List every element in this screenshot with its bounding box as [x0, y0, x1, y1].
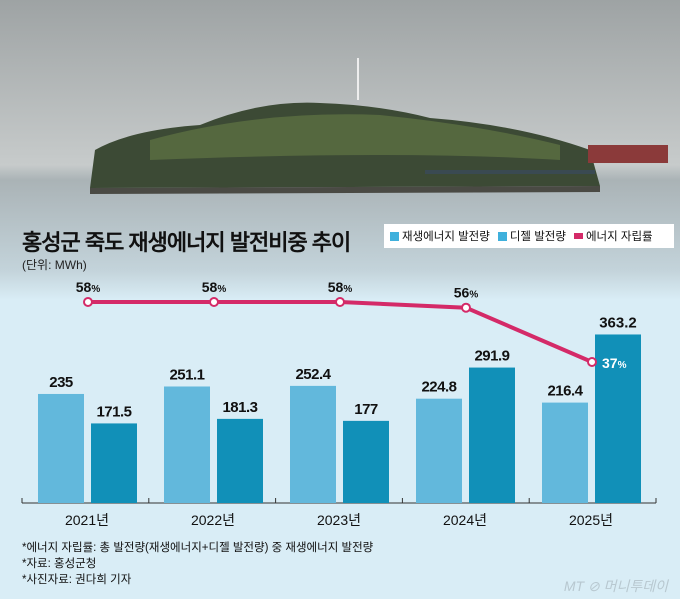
line-self-sufficiency [88, 300, 593, 364]
bar-renewable [164, 386, 210, 503]
x-tick-label: 2025년 [569, 512, 613, 528]
island-photo [0, 0, 680, 300]
data-label: 251.1 [169, 366, 204, 383]
data-label: 252.4 [295, 366, 331, 383]
data-label: 291.9 [474, 348, 509, 365]
percent-unit: % [618, 360, 627, 371]
legend: 재생에너지 발전량 디젤 발전량 에너지 자립률 [384, 224, 674, 248]
percent-unit: % [469, 290, 478, 301]
bar-renewable [290, 385, 336, 503]
footnote: *자료: 홍성군청 [22, 558, 97, 570]
unit-label: (단위: MWh) [22, 258, 87, 272]
line-point [209, 297, 219, 307]
data-label: 224.8 [421, 379, 456, 396]
x-tick-label: 2021년 [65, 512, 109, 528]
footnote: *사진자료: 권다희 기자 [22, 574, 132, 586]
line-point [335, 297, 345, 307]
line-label: 58% [76, 279, 101, 295]
data-label: 177 [354, 401, 378, 418]
bar-diesel [217, 418, 263, 503]
bar-diesel [595, 334, 641, 503]
x-tick-label: 2022년 [191, 512, 235, 528]
legend-item-renewable: 재생에너지 발전량 [390, 228, 490, 244]
data-label: 181.3 [222, 399, 257, 416]
bar-diesel [469, 367, 515, 503]
percent-unit: % [217, 284, 226, 295]
bar-renewable [38, 393, 84, 503]
line-point [461, 302, 471, 313]
percent-unit: % [91, 284, 100, 295]
data-label: 171.5 [96, 403, 131, 420]
line-label: 58% [328, 279, 353, 295]
footnote: *에너지 자립률: 총 발전량(재생에너지+디젤 발전량) 중 재생에너지 발전… [22, 542, 374, 554]
legend-item-self-sufficiency: 에너지 자립률 [573, 228, 653, 244]
x-tick-label: 2023년 [317, 512, 361, 528]
x-tick-label: 2024년 [443, 512, 487, 528]
chart-title: 홍성군 죽도 재생에너지 발전비중 추이 [22, 230, 351, 255]
bar-diesel [91, 423, 137, 503]
data-label: 235 [49, 374, 73, 391]
line-label: 58% [202, 279, 227, 295]
line-point [83, 297, 93, 307]
bar-renewable [542, 402, 588, 503]
logo: MT ⊘ 머니투데이 [563, 578, 668, 594]
data-label: 216.4 [547, 383, 583, 400]
bar-renewable [416, 398, 462, 503]
line-label: 56% [454, 285, 479, 301]
bar-diesel [343, 420, 389, 503]
footnotes: *에너지 자립률: 총 발전량(재생에너지+디젤 발전량) 중 재생에너지 발전… [22, 540, 373, 588]
legend-item-diesel: 디젤 발전량 [497, 228, 566, 244]
line-point [587, 356, 597, 367]
data-label: 363.2 [599, 314, 637, 331]
percent-unit: % [343, 284, 352, 295]
